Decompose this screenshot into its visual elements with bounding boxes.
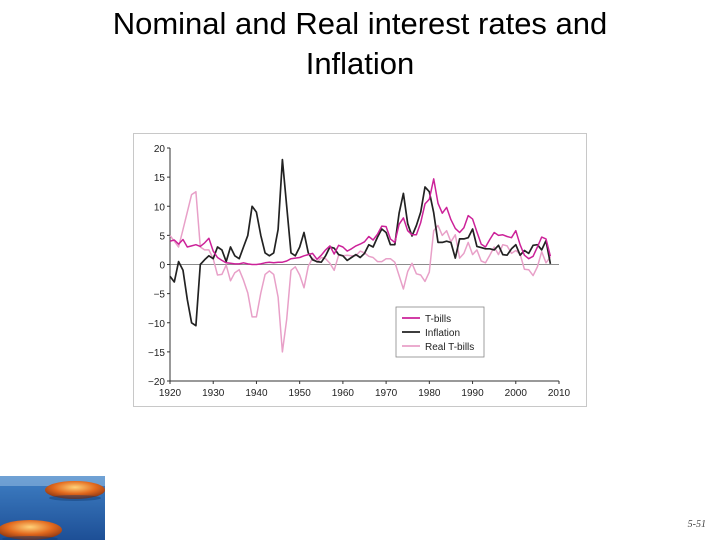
y-tick-label: −15 — [148, 348, 165, 359]
series-line-t-bills — [169, 178, 552, 266]
slide-number: 5-51 — [687, 519, 706, 530]
y-tick-label: −20 — [148, 377, 165, 388]
y-tick-label: 0 — [159, 261, 165, 272]
x-tick-label: 1920 — [159, 388, 182, 399]
legend-label: Inflation — [425, 328, 460, 339]
x-tick-label: 1940 — [245, 388, 268, 399]
y-tick-label: 10 — [154, 202, 166, 213]
x-tick-label: 2000 — [505, 388, 528, 399]
legend-label: T-bills — [425, 314, 451, 325]
y-tick-label: −10 — [148, 319, 165, 330]
slide-title-line-1: Nominal and Real interest rates and — [112, 6, 608, 41]
legend-label: Real T-bills — [425, 342, 474, 353]
series-line-real-t-bills — [169, 190, 552, 353]
x-tick-label: 2010 — [548, 388, 571, 399]
x-tick-label: 1970 — [375, 388, 398, 399]
y-tick-label: 20 — [154, 144, 166, 155]
publisher-logo — [0, 476, 105, 540]
slide-title-line-2: Inflation — [305, 46, 415, 81]
slide-title: Nominal and Real interest rates and Infl… — [0, 4, 720, 84]
x-tick-label: 1930 — [202, 388, 225, 399]
x-tick-label: 1980 — [418, 388, 441, 399]
chart-frame: 20 15 10 5 0 −5 −10 −15 −20 1920 1930 1940 1950 1960 1… — [133, 133, 587, 407]
y-tick-label: −5 — [154, 290, 166, 301]
stones-in-water-logo — [0, 476, 105, 540]
y-tick-label: 15 — [154, 173, 166, 184]
series-line-inflation — [169, 158, 552, 327]
x-tick-label: 1990 — [461, 388, 484, 399]
y-tick-label: 5 — [159, 231, 165, 242]
x-tick-label: 1950 — [289, 388, 312, 399]
x-tick-label: 1960 — [332, 388, 355, 399]
